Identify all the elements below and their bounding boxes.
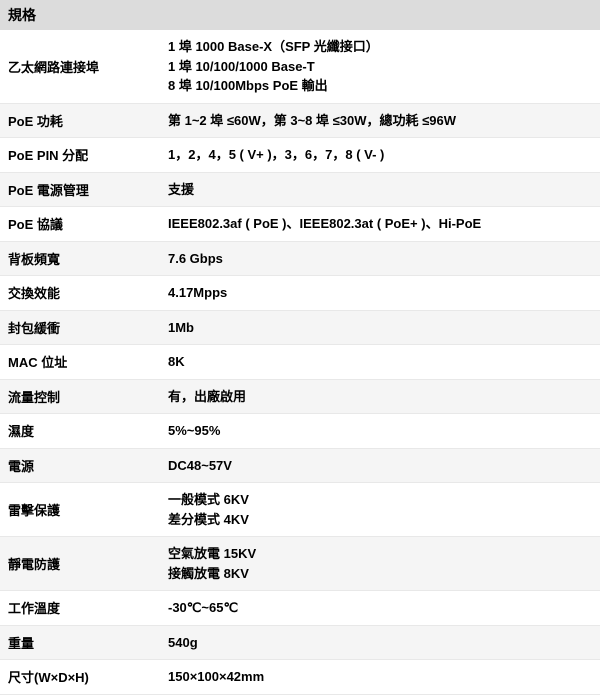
spec-label: PoE 電源管理	[0, 173, 160, 207]
spec-table: 規格 乙太網路連接埠1 埠 1000 Base-X（SFP 光纖接口）1 埠 1…	[0, 0, 600, 695]
spec-label: 電源	[0, 449, 160, 483]
spec-value-line: 1Mb	[168, 318, 592, 338]
spec-label: 雷擊保護	[0, 483, 160, 536]
table-row: PoE 電源管理支援	[0, 173, 600, 208]
spec-label: 濕度	[0, 414, 160, 448]
spec-rows: 乙太網路連接埠1 埠 1000 Base-X（SFP 光纖接口）1 埠 10/1…	[0, 30, 600, 695]
spec-value-line: -30℃~65℃	[168, 598, 592, 618]
spec-value: -30℃~65℃	[160, 591, 600, 625]
spec-value-line: 8K	[168, 352, 592, 372]
table-row: 重量 540g	[0, 626, 600, 661]
table-row: MAC 位址 8K	[0, 345, 600, 380]
spec-label: PoE PIN 分配	[0, 138, 160, 172]
spec-value-line: 4.17Mpps	[168, 283, 592, 303]
spec-value: DC48~57V	[160, 449, 600, 483]
spec-value-line: 接觸放電 8KV	[168, 564, 592, 584]
spec-value: 一般模式 6KV差分模式 4KV	[160, 483, 600, 536]
table-row: 流量控制有，出廠啟用	[0, 380, 600, 415]
table-row: PoE PIN 分配 1，2，4，5 ( V+ )，3，6，7，8 ( V- )	[0, 138, 600, 173]
spec-label: 交換效能	[0, 276, 160, 310]
spec-label: PoE 功耗	[0, 104, 160, 138]
spec-label: 靜電防護	[0, 537, 160, 590]
spec-value-line: 空氣放電 15KV	[168, 544, 592, 564]
spec-value-line: 150×100×42mm	[168, 667, 592, 687]
spec-value: 有，出廠啟用	[160, 380, 600, 414]
spec-value-line: IEEE802.3af ( PoE )、IEEE802.3at ( PoE+ )…	[168, 214, 592, 234]
spec-value: 7.6 Gbps	[160, 242, 600, 276]
spec-header: 規格	[0, 0, 600, 30]
spec-value-line: DC48~57V	[168, 456, 592, 476]
table-row: 雷擊保護一般模式 6KV差分模式 4KV	[0, 483, 600, 537]
spec-value-line: 7.6 Gbps	[168, 249, 592, 269]
table-row: 封包緩衝 1Mb	[0, 311, 600, 346]
spec-value-line: 540g	[168, 633, 592, 653]
spec-value-line: 1 埠 10/100/1000 Base-T	[168, 57, 592, 77]
spec-value-line: 8 埠 10/100Mbps PoE 輸出	[168, 76, 592, 96]
spec-value-line: 一般模式 6KV	[168, 490, 592, 510]
table-row: PoE 協議 IEEE802.3af ( PoE )、IEEE802.3at ( …	[0, 207, 600, 242]
table-row: 工作溫度 -30℃~65℃	[0, 591, 600, 626]
table-row: 背板頻寬 7.6 Gbps	[0, 242, 600, 277]
spec-label: 流量控制	[0, 380, 160, 414]
spec-value-line: 1，2，4，5 ( V+ )，3，6，7，8 ( V- )	[168, 145, 592, 165]
spec-value: 第 1~2 埠 ≤60W，第 3~8 埠 ≤30W，總功耗 ≤96W	[160, 104, 600, 138]
spec-value: 1，2，4，5 ( V+ )，3，6，7，8 ( V- )	[160, 138, 600, 172]
spec-value-line: 5%~95%	[168, 421, 592, 441]
table-row: 靜電防護空氣放電 15KV接觸放電 8KV	[0, 537, 600, 591]
spec-value-line: 差分模式 4KV	[168, 510, 592, 530]
spec-value: 8K	[160, 345, 600, 379]
spec-value: 5%~95%	[160, 414, 600, 448]
table-row: 乙太網路連接埠1 埠 1000 Base-X（SFP 光纖接口）1 埠 10/1…	[0, 30, 600, 104]
spec-value-line: 1 埠 1000 Base-X（SFP 光纖接口）	[168, 37, 592, 57]
spec-value: 4.17Mpps	[160, 276, 600, 310]
table-row: 尺寸(W×D×H) 150×100×42mm	[0, 660, 600, 695]
spec-value: IEEE802.3af ( PoE )、IEEE802.3at ( PoE+ )…	[160, 207, 600, 241]
spec-label: 背板頻寬	[0, 242, 160, 276]
spec-label: 封包緩衝	[0, 311, 160, 345]
spec-value-line: 第 1~2 埠 ≤60W，第 3~8 埠 ≤30W，總功耗 ≤96W	[168, 111, 592, 131]
spec-value: 1Mb	[160, 311, 600, 345]
spec-value-line: 支援	[168, 180, 592, 200]
spec-label: 乙太網路連接埠	[0, 30, 160, 103]
spec-label: 重量	[0, 626, 160, 660]
spec-value: 150×100×42mm	[160, 660, 600, 694]
table-row: 濕度 5%~95%	[0, 414, 600, 449]
table-row: 交換效能 4.17Mpps	[0, 276, 600, 311]
spec-value: 空氣放電 15KV接觸放電 8KV	[160, 537, 600, 590]
spec-value: 540g	[160, 626, 600, 660]
spec-value: 支援	[160, 173, 600, 207]
spec-value-line: 有，出廠啟用	[168, 387, 592, 407]
spec-label: 尺寸(W×D×H)	[0, 660, 160, 694]
spec-label: MAC 位址	[0, 345, 160, 379]
spec-value: 1 埠 1000 Base-X（SFP 光纖接口）1 埠 10/100/1000…	[160, 30, 600, 103]
table-row: PoE 功耗第 1~2 埠 ≤60W，第 3~8 埠 ≤30W，總功耗 ≤96W	[0, 104, 600, 139]
spec-label: 工作溫度	[0, 591, 160, 625]
spec-label: PoE 協議	[0, 207, 160, 241]
table-row: 電源 DC48~57V	[0, 449, 600, 484]
